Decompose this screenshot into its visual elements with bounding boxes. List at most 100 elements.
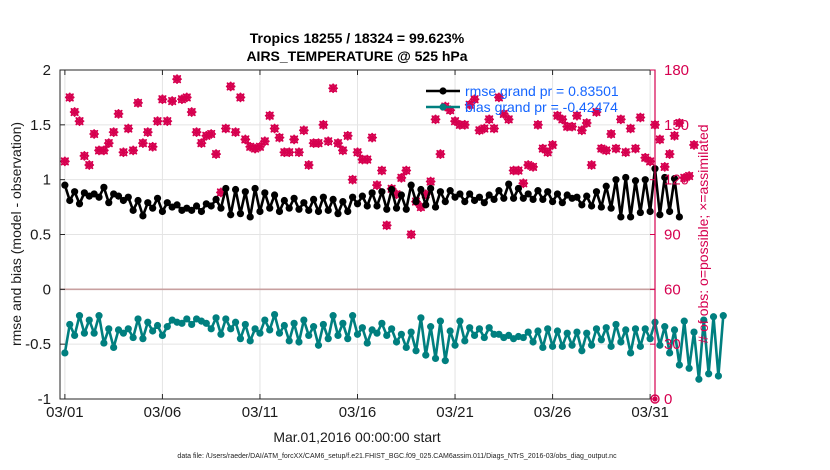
bias-point: [470, 331, 479, 339]
bias-point: [80, 329, 88, 337]
bias-point: [110, 343, 118, 352]
bias-point: [134, 315, 142, 323]
bias-point: [314, 341, 323, 349]
rmse-point: [144, 199, 152, 207]
rmse-point: [344, 207, 352, 216]
bias-point: [222, 315, 230, 323]
rmse-point: [392, 204, 401, 212]
rmse-point: [509, 194, 518, 202]
bias-point: [158, 331, 167, 339]
rmse-point: [602, 182, 610, 190]
rmse-point: [553, 190, 562, 198]
obs-assimilated-marker: [259, 136, 270, 147]
obs-assimilated-marker: [664, 149, 675, 159]
bias-point: [553, 327, 562, 335]
bias-point: [612, 320, 620, 329]
rmse-point: [114, 192, 123, 200]
rmse-point: [661, 173, 669, 182]
obs-assimilated-marker: [269, 123, 280, 134]
rmse-point: [139, 212, 147, 220]
rmse-point: [358, 192, 366, 200]
rmse-point: [378, 188, 386, 196]
rmse-point: [636, 208, 644, 217]
rmse-point: [290, 194, 298, 202]
bias-point: [607, 342, 615, 350]
bias-point: [587, 341, 596, 349]
bias-point: [466, 324, 474, 332]
rmse-point: [295, 205, 303, 213]
rmse-point: [456, 190, 464, 198]
bias-point: [236, 335, 245, 343]
obs-assimilated-marker: [274, 132, 285, 143]
rmse-point: [495, 187, 503, 195]
obs-assimilated-marker: [518, 178, 529, 189]
rmse-point: [334, 210, 342, 218]
obs-assimilated-marker: [142, 127, 153, 138]
bias-point: [402, 343, 410, 352]
rmse-point: [612, 176, 620, 184]
rmse-point: [158, 207, 167, 216]
obs-assimilated-marker: [654, 134, 665, 145]
obs-assimilated-marker: [489, 123, 499, 134]
obs-assimilated-marker: [494, 92, 504, 103]
y-tick-label-left: 1.5: [30, 117, 51, 134]
bias-point: [163, 323, 171, 331]
rmse-point: [319, 193, 327, 201]
obs-assimilated-marker: [313, 138, 324, 149]
obs-assimilated-marker: [362, 154, 373, 165]
obs-assimilated-marker: [147, 141, 158, 152]
obs-assimilated-marker: [230, 127, 241, 138]
bias-point: [295, 338, 303, 346]
bias-point: [670, 326, 679, 334]
rmse-point: [622, 173, 630, 182]
bias-point: [85, 316, 93, 324]
rmse-point: [431, 203, 440, 211]
bias-point: [139, 335, 147, 343]
rmse-point: [188, 206, 196, 214]
bias-point: [95, 312, 103, 320]
obs-count-markers: [59, 74, 699, 404]
y-tick-label-left: 1: [43, 172, 51, 189]
bias-point: [305, 331, 313, 339]
rmse-point: [388, 185, 396, 194]
obs-assimilated-marker: [484, 114, 495, 125]
obs-assimilated-marker: [342, 130, 353, 141]
rmse-point: [675, 213, 683, 221]
rmse-point: [587, 202, 596, 210]
obs-assimilated-marker: [294, 147, 304, 158]
x-tick-label: 03/31: [631, 404, 669, 421]
bias-point: [256, 329, 264, 337]
obs-assimilated-marker: [113, 108, 124, 119]
rmse-point: [446, 187, 454, 195]
bias-point: [280, 321, 288, 330]
bias-point: [100, 339, 108, 347]
bias-point: [436, 317, 445, 325]
obs-assimilated-marker: [601, 145, 612, 156]
rmse-point: [368, 189, 376, 197]
obs-assimilated-marker: [572, 110, 582, 121]
bias-point: [202, 319, 210, 327]
bias-point: [241, 320, 249, 329]
rmse-point: [422, 201, 430, 209]
bias-point: [636, 342, 644, 350]
rmse-point: [558, 199, 566, 207]
rmse-point: [514, 184, 523, 193]
bias-point: [75, 312, 84, 320]
x-tick-label: 03/21: [436, 404, 474, 421]
rmse-point: [519, 194, 527, 202]
obs-assimilated-marker: [89, 129, 100, 139]
obs-assimilated-marker: [118, 147, 129, 158]
rmse-point: [207, 202, 215, 210]
obs-assimilated-marker: [630, 143, 641, 154]
rmse-point: [71, 188, 79, 196]
obs-assimilated-marker: [64, 92, 75, 103]
bias-point: [353, 330, 362, 338]
rmse-point: [666, 207, 674, 216]
obs-assimilated-marker: [669, 130, 680, 141]
obs-assimilated-marker: [435, 149, 446, 159]
rmse-point: [534, 187, 542, 195]
obs-assimilated-marker: [581, 118, 592, 128]
obs-assimilated-marker: [328, 83, 339, 94]
obs-assimilated-marker: [225, 81, 236, 92]
rmse-point: [490, 195, 498, 204]
